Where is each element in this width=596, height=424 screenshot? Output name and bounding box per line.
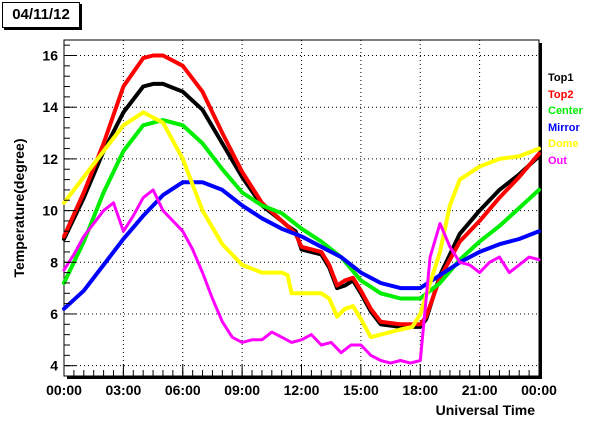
legend: Top1 Top2 Center Mirror Dome Out bbox=[548, 70, 596, 169]
x-tick-label: 03:00 bbox=[105, 382, 141, 398]
legend-entry-out: Out bbox=[548, 154, 567, 167]
x-tick-label: 06:00 bbox=[165, 382, 201, 398]
legend-entry-top1: Top1 bbox=[548, 72, 574, 84]
x-tick-label: 18:00 bbox=[402, 382, 438, 398]
y-axis-title: Temperature(degree) bbox=[11, 138, 27, 277]
x-tick-label: 15:00 bbox=[343, 382, 379, 398]
legend-entry-center: Center bbox=[548, 105, 583, 117]
x-tick-label: 12:00 bbox=[284, 382, 320, 398]
series-line-out bbox=[62, 188, 541, 365]
series-line-dome bbox=[62, 110, 541, 340]
legend-entry-top2: Top2 bbox=[548, 88, 574, 101]
y-tick-label: 12 bbox=[42, 151, 58, 167]
x-tick-label: 00:00 bbox=[46, 382, 82, 398]
legend-entry-mirror: Mirror bbox=[548, 121, 580, 134]
series-line-top2 bbox=[62, 53, 541, 327]
x-tick-label: 00:00 bbox=[521, 382, 557, 398]
y-tick-label: 6 bbox=[50, 306, 58, 322]
y-tick-label: 4 bbox=[50, 358, 58, 374]
y-tick-label: 10 bbox=[42, 203, 58, 219]
x-tick-label: 09:00 bbox=[224, 382, 260, 398]
x-axis-title: Universal Time bbox=[436, 402, 536, 418]
y-tick-label: 8 bbox=[50, 254, 58, 270]
legend-entry-dome: Dome bbox=[548, 138, 579, 150]
axes bbox=[63, 44, 540, 377]
tick-labels: 4 6 8 10 12 14 16 00:00 03:00 06:00 09:00 12:00 15:0… bbox=[42, 48, 557, 398]
x-tick-label: 21:00 bbox=[462, 382, 498, 398]
y-tick-label: 16 bbox=[42, 48, 58, 64]
series-lines bbox=[62, 53, 541, 365]
date-label: 04/11/12 bbox=[2, 2, 80, 28]
y-tick-label: 14 bbox=[42, 99, 58, 115]
